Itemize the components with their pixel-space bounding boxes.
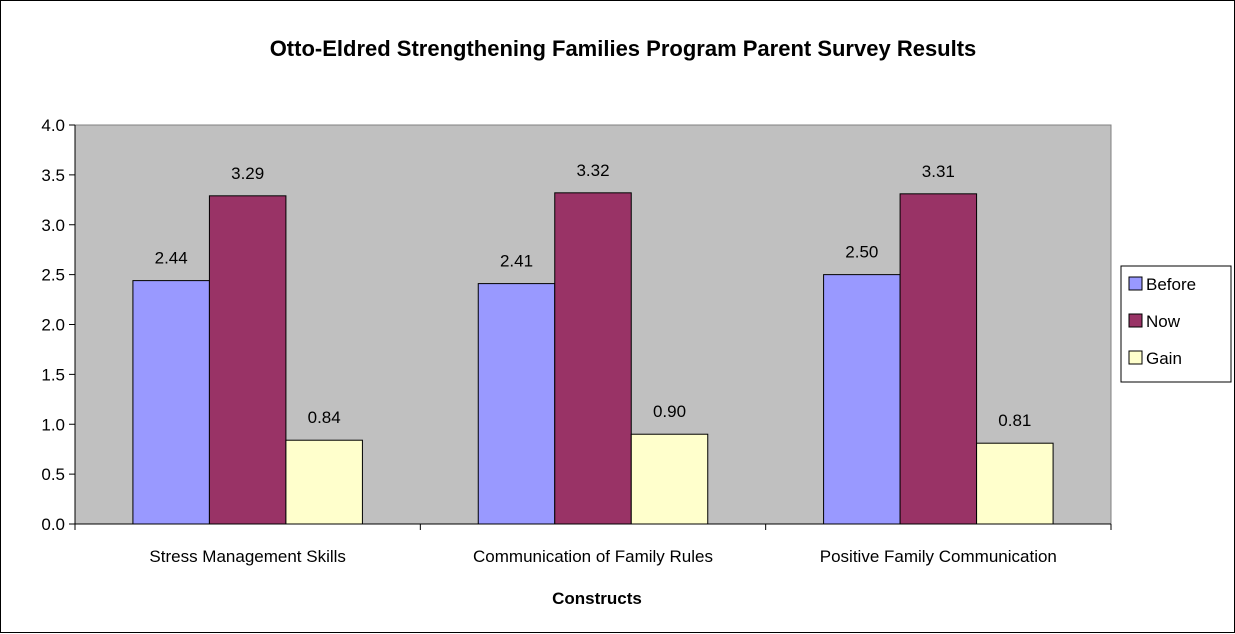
legend: Before Now Gain [1120, 265, 1232, 383]
data-label-now: 3.31 [922, 162, 955, 181]
legend-swatch-gain [1128, 350, 1143, 365]
x-axis-title: Constructs [552, 589, 642, 608]
legend-label-now: Now [1146, 312, 1181, 331]
data-label-now: 3.29 [231, 164, 264, 183]
y-tick-label: 4.0 [41, 116, 65, 135]
y-tick-label: 3.5 [41, 166, 65, 185]
x-category-label: Stress Management Skills [149, 547, 346, 566]
bar-before [477, 283, 556, 525]
bar-gain [285, 439, 363, 525]
x-category-label: Positive Family Communication [820, 547, 1057, 566]
legend-label-before: Before [1146, 275, 1196, 294]
data-label-before: 2.50 [845, 243, 878, 262]
x-category-label: Communication of Family Rules [473, 547, 713, 566]
data-label-before: 2.44 [155, 249, 188, 268]
bars [132, 192, 1054, 525]
y-axis: 0.0 0.5 1.0 1.5 2.0 2.5 3.0 3.5 4.0 [41, 116, 76, 534]
legend-swatch-now [1128, 313, 1143, 328]
bar-before [823, 274, 901, 525]
data-label-gain: 0.84 [308, 408, 341, 427]
data-labels: 2.44 3.29 0.84 2.41 3.32 0.90 2.50 3.31 0.81 [155, 161, 1032, 430]
y-tick-label: 1.0 [41, 415, 65, 434]
legend-label-gain: Gain [1146, 349, 1182, 368]
chart-title: Otto-Eldred Strengthening Families Progr… [270, 36, 977, 61]
data-label-now: 3.32 [576, 161, 609, 180]
bar-now [554, 192, 632, 525]
x-axis: Stress Management Skills Communication of… [74, 523, 1112, 566]
y-tick-label: 1.5 [41, 365, 65, 384]
y-tick-label: 0.5 [41, 465, 65, 484]
bar-before [132, 280, 210, 525]
y-tick-label: 3.0 [41, 216, 65, 235]
legend-swatch-before [1128, 276, 1143, 291]
bar-now [899, 193, 978, 525]
data-label-before: 2.41 [500, 252, 533, 271]
bar-gain [976, 442, 1054, 525]
bar-now [208, 195, 287, 525]
y-tick-label: 0.0 [41, 515, 65, 534]
y-tick-label: 2.5 [41, 266, 65, 285]
data-label-gain: 0.81 [998, 411, 1031, 430]
bar-gain [630, 433, 709, 525]
y-tick-label: 2.0 [41, 316, 65, 335]
data-label-gain: 0.90 [653, 402, 686, 421]
